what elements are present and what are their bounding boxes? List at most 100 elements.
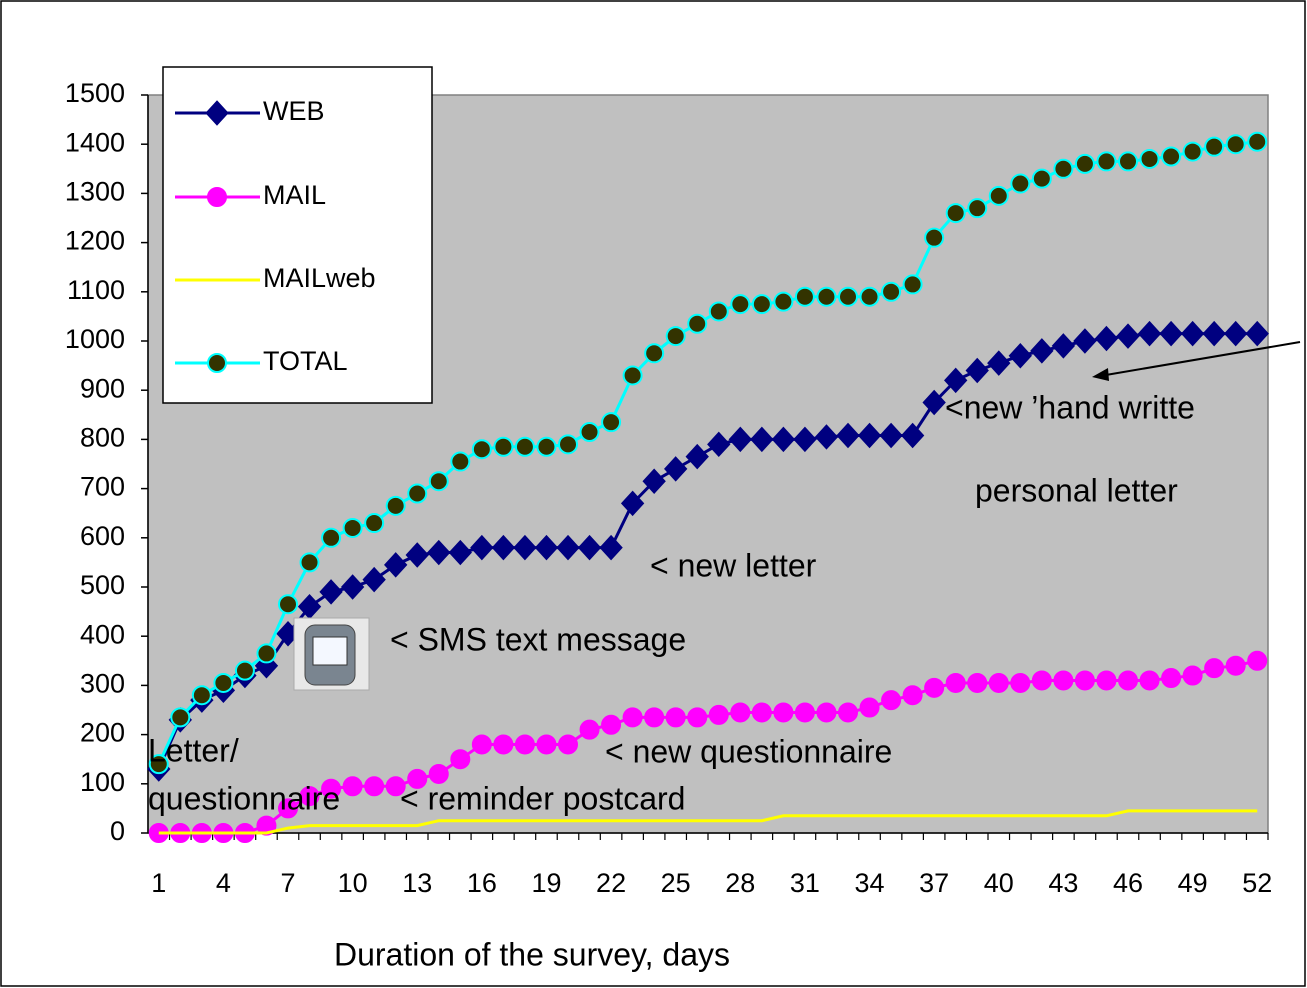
y-tick-label: 1000 — [65, 324, 125, 354]
marker — [1096, 151, 1117, 172]
marker — [922, 389, 946, 416]
marker — [644, 343, 665, 364]
marker — [1010, 672, 1031, 693]
marker — [256, 815, 277, 836]
marker — [771, 426, 796, 453]
marker — [536, 436, 557, 457]
legend-label: WEB — [263, 96, 325, 126]
marker — [1073, 328, 1097, 354]
marker — [470, 534, 494, 561]
marker — [191, 685, 212, 706]
series-line — [157, 332, 1258, 770]
y-tick-label: 800 — [80, 423, 125, 453]
marker — [1202, 320, 1226, 347]
marker — [1116, 323, 1140, 349]
annotation: < SMS text message — [390, 621, 686, 657]
marker — [664, 456, 688, 482]
marker — [1180, 320, 1205, 347]
marker — [579, 422, 600, 443]
marker — [321, 778, 342, 799]
marker — [1224, 320, 1248, 347]
marker — [708, 301, 729, 322]
marker — [428, 471, 449, 492]
marker — [988, 185, 1009, 206]
annotation: questionnaire — [148, 780, 340, 816]
marker — [384, 552, 408, 578]
x-tick-label: 13 — [402, 868, 432, 898]
marker — [859, 286, 880, 307]
marker — [751, 702, 772, 723]
series-line — [158, 809, 1258, 835]
marker — [558, 434, 578, 455]
marker — [987, 350, 1011, 376]
arrow-head — [1092, 368, 1109, 381]
annotation-arrow — [1099, 341, 1301, 377]
marker — [945, 672, 966, 693]
legend-label: TOTAL — [263, 346, 348, 376]
x-tick-label: 25 — [661, 868, 691, 898]
marker — [944, 367, 968, 394]
x-tick-label: 37 — [919, 868, 949, 898]
marker — [278, 798, 298, 819]
marker — [622, 365, 643, 386]
marker — [1031, 670, 1052, 691]
marker — [685, 443, 709, 470]
marker — [1139, 670, 1160, 691]
series — [148, 650, 1268, 843]
marker — [773, 291, 794, 312]
marker — [838, 286, 858, 307]
legend-label: MAIL — [263, 180, 326, 210]
marker — [620, 490, 645, 517]
marker — [965, 357, 989, 384]
marker — [256, 643, 277, 664]
marker — [730, 702, 751, 723]
marker — [1245, 320, 1269, 347]
marker — [881, 281, 902, 302]
marker — [1247, 131, 1268, 152]
marker — [364, 513, 385, 534]
marker — [1118, 151, 1138, 172]
marker — [213, 672, 234, 693]
marker — [1074, 670, 1095, 691]
marker — [836, 422, 860, 449]
marker — [471, 734, 492, 755]
legend-label: MAILweb — [263, 263, 376, 293]
x-tick-label: 10 — [338, 868, 368, 898]
marker — [148, 754, 169, 775]
annotation: < new questionnaire — [605, 733, 892, 769]
y-tick-label: 700 — [80, 472, 125, 502]
marker — [321, 527, 342, 548]
marker — [1139, 148, 1160, 169]
marker — [881, 690, 902, 711]
marker — [342, 517, 363, 538]
x-axis-label: Duration of the survey, days — [334, 936, 730, 972]
marker — [514, 734, 535, 755]
x-tick-label: 43 — [1048, 868, 1078, 898]
legend-marker — [207, 187, 227, 207]
marker — [536, 734, 557, 755]
marker — [879, 422, 903, 449]
marker — [814, 424, 839, 450]
marker — [1053, 158, 1074, 179]
marker — [1053, 670, 1074, 691]
marker — [299, 786, 320, 807]
marker — [364, 776, 385, 797]
marker — [1182, 665, 1203, 686]
marker — [1008, 343, 1032, 369]
marker — [601, 714, 622, 735]
marker — [902, 685, 923, 706]
y-tick-label: 900 — [80, 373, 125, 403]
annotation: personal letter — [975, 472, 1178, 508]
marker — [857, 422, 882, 449]
marker — [1247, 650, 1268, 671]
marker — [1204, 136, 1225, 157]
marker — [407, 483, 428, 504]
marker — [642, 468, 666, 494]
marker — [816, 286, 837, 307]
annotation: < reminder postcard — [400, 780, 685, 816]
legend-marker — [205, 100, 229, 126]
annotation: Letter/ — [148, 732, 239, 768]
marker — [448, 539, 472, 566]
marker — [340, 574, 365, 600]
